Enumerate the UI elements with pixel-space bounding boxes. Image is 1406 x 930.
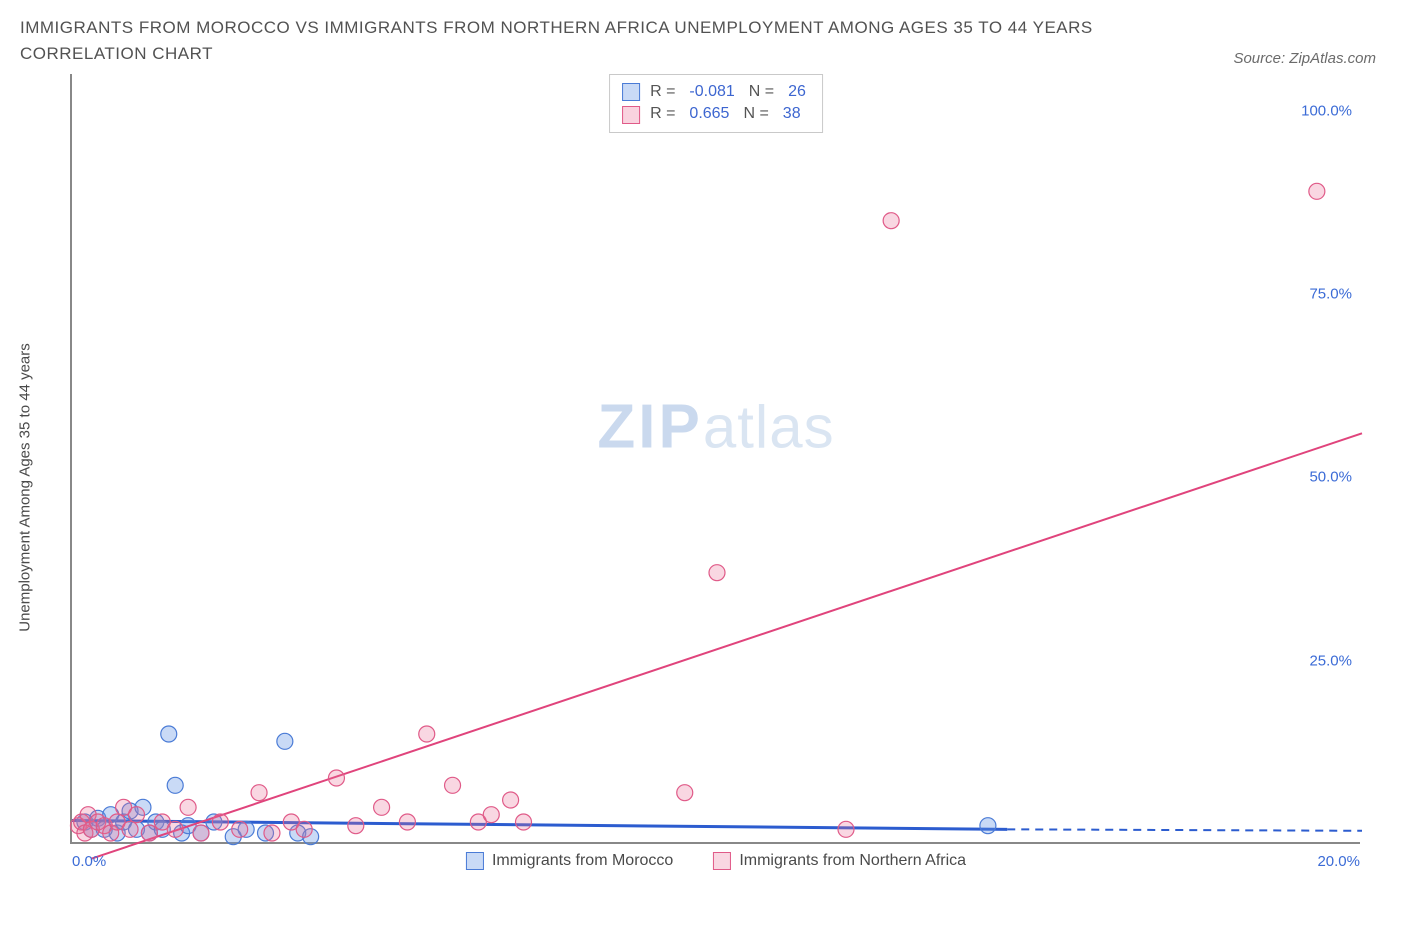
r-value-nafrica: 0.665 xyxy=(685,103,733,125)
title-line-1: IMMIGRANTS FROM MOROCCO VS IMMIGRANTS FR… xyxy=(20,15,1386,41)
title-line-2: CORRELATION CHART xyxy=(20,41,1386,67)
legend-label-nafrica: Immigrants from Northern Africa xyxy=(739,852,966,870)
y-axis-label: Unemployment Among Ages 35 to 44 years xyxy=(17,343,34,632)
x-tick-label: 20.0% xyxy=(1317,853,1360,870)
correlation-stats-box: R = -0.081 N = 26 R = 0.665 N = 38 xyxy=(609,74,823,133)
r-label: R = xyxy=(650,81,675,103)
x-tick-label: 0.0% xyxy=(72,853,106,870)
stats-row-nafrica: R = 0.665 N = 38 xyxy=(622,103,810,125)
chart-title: IMMIGRANTS FROM MOROCCO VS IMMIGRANTS FR… xyxy=(20,15,1386,66)
n-value-nafrica: 38 xyxy=(779,103,805,125)
n-value-morocco: 26 xyxy=(784,81,810,103)
stats-row-morocco: R = -0.081 N = 26 xyxy=(622,81,810,103)
bottom-legend: Immigrants from Morocco Immigrants from … xyxy=(466,852,966,870)
swatch-morocco xyxy=(622,83,640,101)
plot-area: ZIPatlas R = -0.081 N = 26 R = 0.665 N =… xyxy=(70,74,1360,844)
correlation-chart: Unemployment Among Ages 35 to 44 years Z… xyxy=(20,74,1386,884)
swatch-nafrica xyxy=(622,106,640,124)
y-tick-label: 50.0% xyxy=(1309,469,1352,486)
legend-swatch-nafrica xyxy=(713,852,731,870)
r-value-morocco: -0.081 xyxy=(685,81,738,103)
y-tick-label: 75.0% xyxy=(1309,286,1352,303)
legend-swatch-morocco xyxy=(466,852,484,870)
r-label: R = xyxy=(650,103,675,125)
legend-item-nafrica: Immigrants from Northern Africa xyxy=(713,852,966,870)
scatter-svg xyxy=(72,74,1362,844)
legend-item-morocco: Immigrants from Morocco xyxy=(466,852,673,870)
y-tick-label: 100.0% xyxy=(1301,102,1352,119)
legend-label-morocco: Immigrants from Morocco xyxy=(492,852,673,870)
source-attribution: Source: ZipAtlas.com xyxy=(1233,50,1376,67)
n-label: N = xyxy=(743,103,768,125)
n-label: N = xyxy=(749,81,774,103)
y-tick-label: 25.0% xyxy=(1309,652,1352,669)
